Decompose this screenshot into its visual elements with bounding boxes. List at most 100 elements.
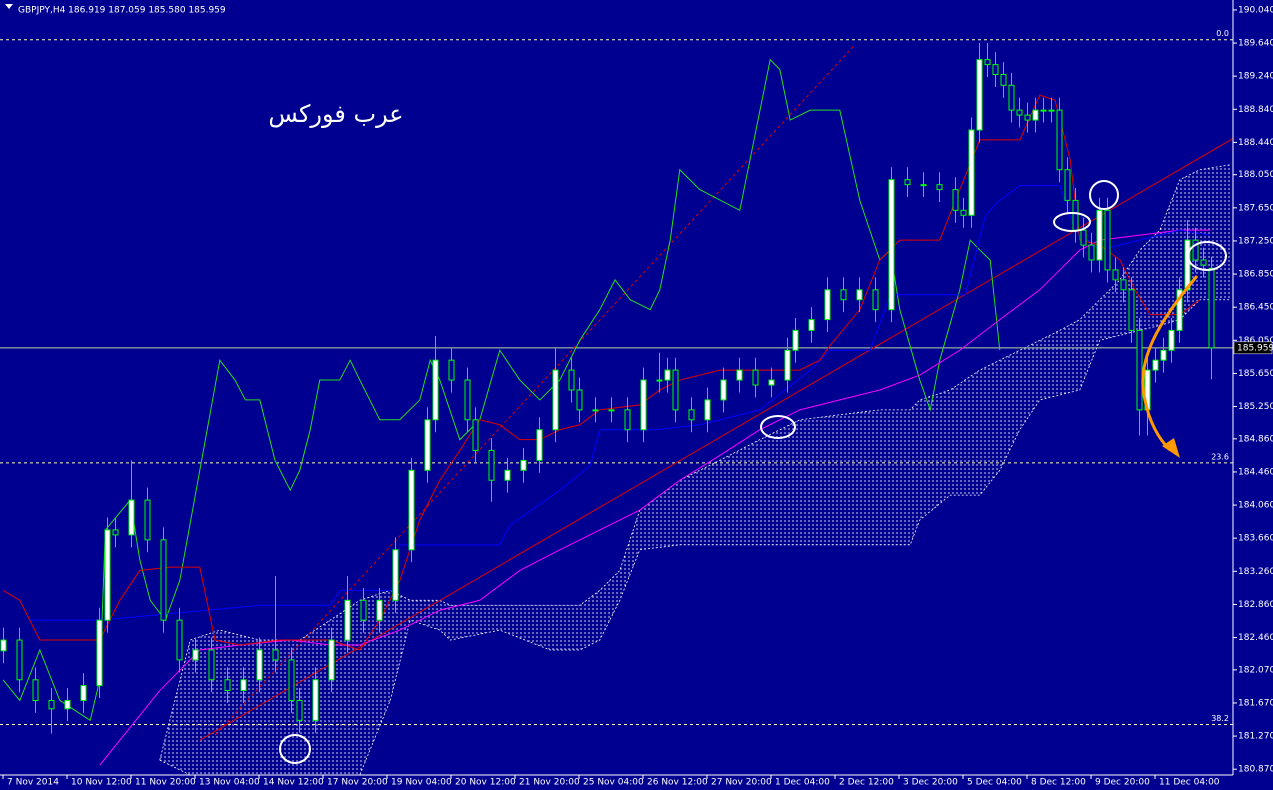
trendline xyxy=(199,137,1233,741)
candle-body xyxy=(112,529,119,536)
x-tick-label: 17 Nov 20:00 xyxy=(327,778,388,788)
candle-body xyxy=(872,289,879,311)
x-tick-label: 7 Nov 2014 xyxy=(7,778,59,788)
candle-body xyxy=(376,599,383,621)
candle-body xyxy=(1120,279,1127,291)
candle-body xyxy=(64,699,71,710)
candle-body xyxy=(1096,209,1103,261)
y-tick-label: 184.860 xyxy=(1238,434,1273,444)
price-label: 185.959 xyxy=(1237,343,1273,353)
watermark: عرب فوركس xyxy=(268,100,403,128)
candle-body xyxy=(424,419,431,471)
x-tick-label: 8 Dec 12:00 xyxy=(1031,778,1086,788)
candle-body xyxy=(672,369,679,411)
y-tick-label: 183.660 xyxy=(1238,534,1273,544)
candle-body xyxy=(664,369,671,381)
candle-body xyxy=(1192,239,1199,261)
x-tick-label: 27 Nov 20:00 xyxy=(711,778,772,788)
cloud-edge xyxy=(159,299,1231,775)
x-tick-label: 14 Nov 12:00 xyxy=(263,778,324,788)
candle-body xyxy=(656,379,663,382)
y-tick-label: 186.850 xyxy=(1238,270,1273,280)
x-tick-label: 19 Nov 04:00 xyxy=(391,778,452,788)
candle-body xyxy=(328,639,335,681)
x-tick-label: 21 Nov 20:00 xyxy=(519,778,580,788)
highlight-circle xyxy=(1187,241,1227,271)
candle-body xyxy=(840,289,847,301)
candle-body xyxy=(288,659,295,701)
candle-body xyxy=(568,369,575,391)
y-tick-label: 188.440 xyxy=(1238,138,1273,148)
y-tick-label: 185.250 xyxy=(1238,402,1273,412)
candle-body xyxy=(576,389,583,411)
y-tick-label: 181.270 xyxy=(1238,732,1273,742)
candle-body xyxy=(104,529,111,621)
x-tick-label: 11 Nov 20:00 xyxy=(135,778,196,788)
y-tick-label: 182.070 xyxy=(1238,665,1273,675)
candle-body xyxy=(992,64,999,76)
plot-area xyxy=(0,39,1233,775)
candle-body xyxy=(128,499,135,536)
y-tick-label: 188.840 xyxy=(1238,105,1273,115)
candle-body xyxy=(976,59,983,131)
candle-body xyxy=(1048,109,1055,112)
candle-body xyxy=(960,209,967,216)
candle-body xyxy=(208,649,215,681)
x-tick-label: 20 Nov 12:00 xyxy=(455,778,516,788)
candle-body xyxy=(808,319,815,331)
trendline xyxy=(214,44,856,736)
candle-body xyxy=(1112,269,1119,281)
candle-body xyxy=(144,499,151,541)
annotations xyxy=(5,4,1227,764)
cloud-fill xyxy=(159,164,1231,775)
candle-body xyxy=(888,179,895,311)
highlight-circle xyxy=(1053,212,1091,232)
candle-body xyxy=(720,379,727,401)
candle-body xyxy=(1168,329,1175,351)
candle-body xyxy=(824,289,831,321)
candle-body xyxy=(1184,239,1191,291)
x-tick-label: 3 Dec 20:00 xyxy=(903,778,958,788)
y-tick-label: 186.450 xyxy=(1238,303,1273,313)
candle-body xyxy=(952,189,959,211)
y-tick-label: 187.250 xyxy=(1238,236,1273,246)
candle-body xyxy=(1160,349,1167,361)
x-tick-label: 26 Nov 12:00 xyxy=(647,778,708,788)
candle-body xyxy=(736,369,743,381)
indicator-line xyxy=(99,229,1211,766)
x-tick-label: 10 Nov 12:00 xyxy=(71,778,132,788)
candle-body xyxy=(504,469,511,481)
candle-body xyxy=(640,379,647,431)
candle-body xyxy=(448,359,455,381)
candle-body xyxy=(968,129,975,216)
candle-body xyxy=(80,685,87,701)
candle-body xyxy=(488,449,495,481)
candle-body xyxy=(32,679,39,701)
candle-body xyxy=(688,409,695,421)
y-tick-label: 183.260 xyxy=(1238,567,1273,577)
candle-body xyxy=(1072,199,1079,231)
y-tick-label: 185.650 xyxy=(1238,369,1273,379)
candle-body xyxy=(360,599,367,621)
candle-body xyxy=(984,59,991,66)
candle-body xyxy=(608,409,615,412)
chart-header: GBPJPY,H4 186.919 187.059 185.580 185.95… xyxy=(18,6,226,16)
candle-body xyxy=(1032,109,1039,121)
candle-body xyxy=(1128,289,1135,331)
candle-body xyxy=(536,429,543,461)
y-tick-label: 186.050 xyxy=(1238,336,1273,346)
y-tick-label: 182.860 xyxy=(1238,600,1273,610)
candle-body xyxy=(296,699,303,721)
candle-body xyxy=(592,409,599,412)
price-label-box xyxy=(1233,341,1273,355)
fib-label: 23.6 xyxy=(1211,452,1229,461)
x-tick-label: 5 Dec 04:00 xyxy=(967,778,1022,788)
indicator-line xyxy=(2,94,1201,651)
candle-body xyxy=(704,399,711,421)
candle-body xyxy=(1008,84,1015,111)
fib-label: 0.0 xyxy=(1216,29,1229,38)
y-tick-label: 180.870 xyxy=(1238,765,1273,775)
